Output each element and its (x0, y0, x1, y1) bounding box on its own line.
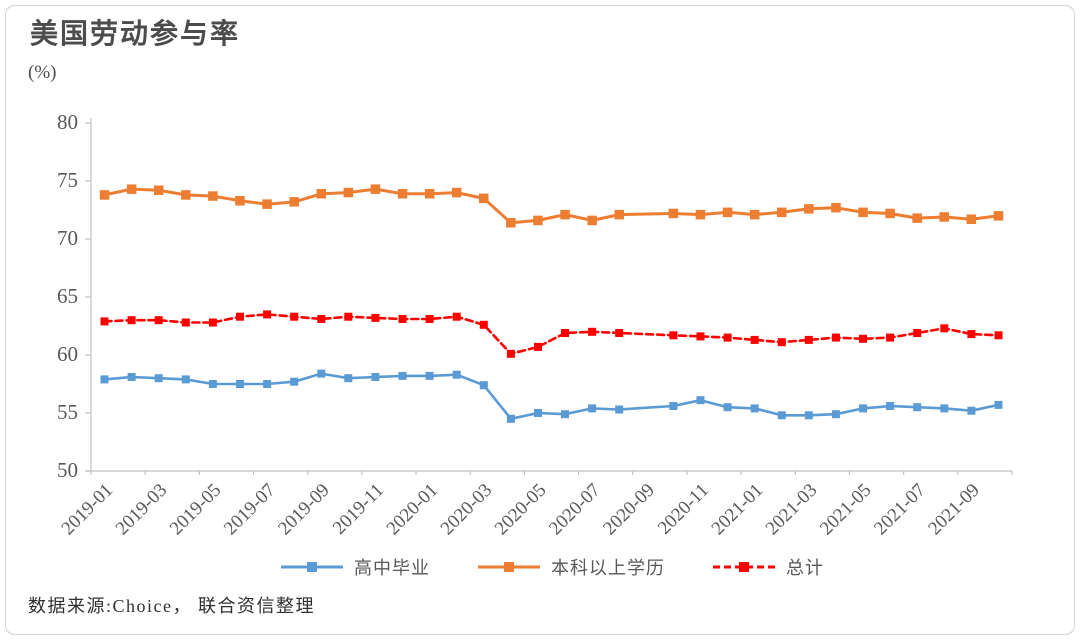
axes (85, 118, 1013, 475)
source-note: 数据来源:Choice， 联合资信整理 (28, 596, 315, 616)
svg-text:2021-07: 2021-07 (870, 480, 930, 540)
series-markers-high-school (100, 369, 1003, 423)
legend-line-marker-icon (476, 559, 542, 575)
legend-line-marker-icon (711, 559, 777, 575)
svg-text:2019-11: 2019-11 (329, 480, 388, 539)
chart-title: 美国劳动参与率 (30, 19, 241, 50)
series-line-total (103, 313, 1000, 356)
svg-text:2020-07: 2020-07 (545, 480, 605, 540)
svg-text:2019-03: 2019-03 (112, 480, 172, 540)
legend-label-bachelor-plus: 本科以上学历 (551, 558, 665, 578)
svg-text:2019-09: 2019-09 (274, 480, 334, 540)
svg-text:2021-09: 2021-09 (924, 480, 984, 540)
series-markers-bachelor-plus (99, 184, 1004, 228)
legend-label-total: 总计 (786, 558, 824, 578)
legend-line-marker-icon (279, 559, 345, 575)
svg-text:65: 65 (57, 284, 78, 308)
x-axis-labels: 2019-012019-032019-052019-072019-092019-… (57, 480, 983, 540)
y-axis-unit-label: (%) (28, 62, 57, 83)
svg-text:2021-05: 2021-05 (816, 480, 876, 540)
svg-text:2020-11: 2020-11 (654, 480, 713, 539)
svg-text:70: 70 (57, 226, 78, 250)
svg-text:2019-05: 2019-05 (166, 480, 226, 540)
svg-text:2020-03: 2020-03 (437, 480, 497, 540)
svg-text:80: 80 (57, 110, 78, 134)
svg-text:75: 75 (57, 168, 78, 192)
y-axis-labels: 50 55 60 65 70 75 80 (57, 110, 78, 482)
legend-item-bachelor-plus: 本科以上学历 (476, 554, 665, 580)
svg-text:2021-03: 2021-03 (762, 480, 822, 540)
series-line-bachelor-plus (103, 187, 1000, 225)
svg-text:55: 55 (57, 400, 78, 424)
svg-text:50: 50 (57, 458, 78, 482)
svg-text:60: 60 (57, 342, 78, 366)
legend-item-high-school: 高中毕业 (279, 554, 430, 580)
svg-text:2020-01: 2020-01 (383, 480, 443, 540)
svg-text:2020-09: 2020-09 (599, 480, 659, 540)
chart-legend: 高中毕业 本科以上学历 总计 (91, 554, 1012, 580)
svg-text:2019-07: 2019-07 (220, 480, 280, 540)
legend-item-total: 总计 (711, 554, 824, 580)
svg-text:2021-01: 2021-01 (708, 480, 768, 540)
svg-text:2019-01: 2019-01 (57, 480, 117, 540)
svg-text:2020-05: 2020-05 (491, 480, 551, 540)
legend-label-high-school: 高中毕业 (354, 558, 430, 578)
series-markers-total (100, 310, 1003, 358)
